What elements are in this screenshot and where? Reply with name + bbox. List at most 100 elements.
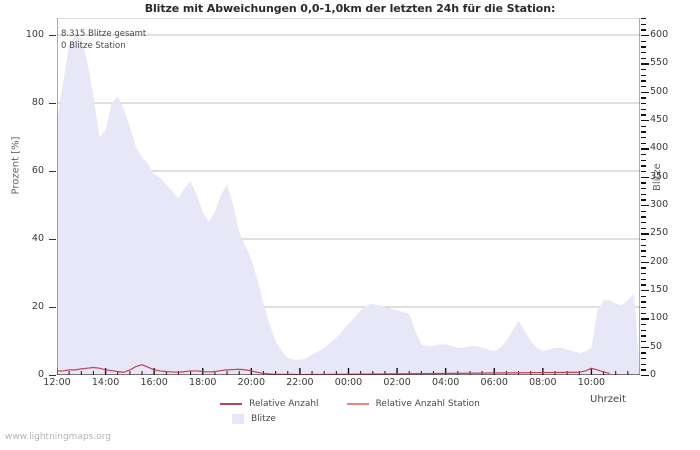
page-title: Blitze mit Abweichungen 0,0-1,0km der le… (144, 2, 556, 15)
y-left-tick-label: 40 (31, 233, 44, 244)
annotation-station-strikes: 0 Blitze Station (61, 41, 126, 51)
y-right-tick-label: 400 (650, 142, 669, 154)
y-right-tick-mark (641, 80, 646, 82)
y-right-tick-mark (641, 312, 646, 315)
y-left-tick-label: 60 (31, 165, 44, 176)
y-right-tick-mark (641, 63, 649, 65)
x-tick-label: 14:00 (91, 377, 120, 388)
y-right-tick-mark (641, 318, 649, 320)
y-right-tick-mark (641, 375, 649, 377)
y-left-tick-mark (49, 239, 56, 240)
y-right-tick-mark (641, 148, 649, 150)
y-right-tick-mark (641, 159, 646, 162)
y-right-tick-label: 150 (650, 284, 669, 295)
y-right-tick-mark (641, 273, 646, 275)
y-right-tick-mark (641, 284, 646, 286)
plot-area: 8.315 Blitze gesamt 0 Blitze Station (57, 18, 640, 375)
y-right-tick-mark (641, 307, 646, 309)
y-right-tick-mark (641, 69, 646, 71)
watermark: www.lightningmaps.org (5, 432, 111, 442)
y-right-tick-mark (641, 125, 646, 128)
y-right-tick-mark (641, 120, 649, 122)
legend-box-swatch-icon (232, 413, 244, 424)
legend-item[interactable]: Relative Anzahl Station (346, 398, 480, 409)
y-right-tick-mark (641, 18, 646, 20)
y-right-tick-mark (641, 256, 646, 258)
legend-label: Relative Anzahl (249, 398, 319, 409)
y-right-tick-mark (641, 210, 646, 213)
y-right-tick-mark (641, 267, 646, 269)
y-right-tick-mark (641, 205, 649, 207)
y-right-tick-mark (641, 352, 646, 354)
x-tick-label: 16:00 (140, 377, 168, 388)
y-right-tick-mark (641, 329, 646, 332)
legend-label: Relative Anzahl Station (375, 398, 480, 409)
y-left-tick-mark (49, 307, 56, 308)
legend-line-swatch-icon (220, 402, 243, 405)
y-right-tick-mark (641, 86, 646, 88)
y-right-tick-mark (641, 131, 646, 133)
y-right-tick-label: 0 (650, 369, 657, 380)
y-right-tick-mark (641, 108, 646, 111)
y-right-tick-mark (641, 244, 646, 247)
y-left-tick-label: 20 (31, 301, 44, 312)
y-right-tick-mark (641, 57, 646, 60)
y-right-tick-mark (641, 227, 646, 230)
y-right-tick-label: 250 (650, 227, 669, 239)
y-left-tick-label: 80 (31, 97, 44, 108)
y-right-tick-mark (641, 40, 646, 43)
y-right-tick-label: 350 (650, 170, 669, 182)
x-tick-label: 08:00 (529, 377, 557, 388)
y-right-tick-label: 50 (650, 340, 663, 352)
x-tick-label: 12:00 (43, 377, 71, 388)
x-tick-label: 10:00 (577, 377, 606, 388)
y-right-tick-mark (641, 290, 649, 292)
y-right-tick-label: 100 (650, 312, 669, 324)
x-tick-label: 20:00 (237, 377, 266, 388)
chart-legend: Relative Anzahl Relative Anzahl Station Bl… (0, 396, 700, 426)
y-right-tick-mark (641, 52, 646, 54)
y-right-tick-mark (641, 324, 646, 326)
plot-svg (57, 18, 640, 375)
x-tick-label: 06:00 (480, 377, 508, 388)
y-right-tick-mark (641, 369, 646, 371)
y-left-tick-mark (49, 35, 56, 36)
y-right-tick-mark (641, 74, 646, 77)
y-right-tick-mark (641, 250, 646, 252)
y-right-tick-mark (641, 199, 646, 201)
y-right-tick-mark (641, 301, 646, 303)
y-left-tick-mark (49, 171, 56, 172)
legend-item[interactable]: Relative Anzahl (220, 398, 319, 409)
y-right-tick-label: 300 (650, 199, 669, 210)
y-right-tick-mark (641, 341, 646, 343)
y-right-tick-mark (641, 261, 649, 264)
y-right-tick-mark (641, 176, 649, 179)
y-left-tick-label: 0 (37, 369, 44, 380)
y-right-tick-label: 550 (650, 57, 669, 69)
legend-item[interactable]: Blitze (232, 413, 276, 424)
y-right-tick-mark (641, 23, 646, 26)
x-tick-label: 18:00 (189, 377, 217, 388)
x-tick-label: 22:00 (286, 377, 314, 388)
legend-row: Relative Anzahl Relative Anzahl Station (0, 396, 700, 411)
y-right-tick-label: 450 (650, 114, 669, 125)
y-right-tick-mark (641, 97, 646, 99)
y-right-tick-label: 200 (650, 255, 669, 267)
y-right-tick-mark (641, 233, 649, 235)
y-left-tick-label: 100 (25, 29, 44, 40)
annotation-total-strikes: 8.315 Blitze gesamt (61, 29, 147, 39)
y-right-tick-mark (641, 35, 649, 37)
y-right-tick-mark (641, 278, 646, 281)
legend-line-swatch-icon (346, 402, 369, 405)
y-right-tick-mark (641, 142, 646, 145)
y-right-tick-mark (641, 103, 646, 105)
y-right-tick-mark (641, 91, 649, 94)
y-right-tick-mark (641, 346, 649, 349)
y-right-tick-mark (641, 29, 646, 31)
y-right-tick-mark (641, 335, 646, 337)
y-right-tick-mark (641, 188, 646, 190)
y-right-tick-mark (641, 114, 646, 116)
y-right-tick-mark (641, 239, 646, 241)
y-left-tick-mark (49, 375, 56, 376)
x-axis-label: Uhrzeit (590, 394, 626, 405)
